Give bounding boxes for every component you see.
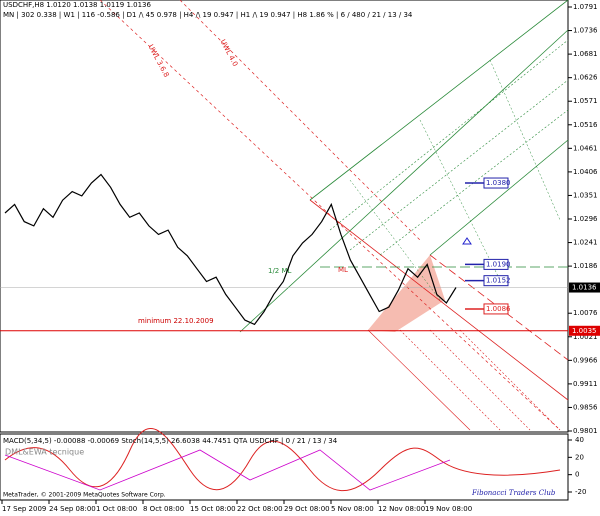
time-label: 5 Nov 08:00 [331,505,374,513]
price-tick-label: 1.0681 [573,50,598,58]
price-tick-label: 1.0791 [573,3,598,11]
stoch-line [4,428,561,492]
price-tick-label: 0.9911 [573,380,598,388]
green-fork-line [329,39,569,231]
indicator-tick-label: 0 [575,471,579,479]
level-label: 1.0086 [486,305,511,313]
minimum-label: minimum 22.10.2009 [138,317,214,325]
club-label: Fibonacci Traders Club [471,489,556,497]
price-tick-label: 1.0626 [573,74,598,82]
current-label: 1.0136 [572,284,597,292]
price-tick-label: 0.9856 [573,403,598,411]
green-fork-line [419,119,501,281]
price-tick-label: 0.9966 [573,356,598,364]
price-tick-label: 1.0186 [573,262,598,270]
time-label: 12 Nov 08:00 [378,505,425,513]
time-label: 17 Sep 2009 [2,505,46,513]
status-line: MN | 302 0.338 | W1 | 116 -0.586 | D1 /\… [3,11,413,19]
arrow-icon [462,237,472,245]
method-label: DML&EWA tecnique [5,448,84,457]
indicator-tick-label: 20 [575,453,584,461]
current-box [569,282,600,293]
time-label: 29 Oct 08:00 [284,505,330,513]
red-fork-line [399,329,501,431]
red-fork-line [179,0,421,241]
indicator-caption: MACD(5,34,5) -0.00088 -0.00069 Stoch(14,… [3,437,338,445]
green-fork-line [489,59,561,221]
ml-label: ML [338,266,348,274]
green-fork-line [429,139,569,256]
price-tick-label: 1.0241 [573,239,598,247]
indicator-tick-label: 40 [575,436,584,444]
red-fork-line [367,329,471,431]
green-fork-line [379,109,569,256]
time-label: 15 Oct 08:00 [190,505,236,513]
main-panel [0,0,569,433]
indicator-tick-label: -20 [575,488,586,496]
red-fork-line [459,329,561,431]
level-box [483,258,509,270]
price-tick-label: 0.9801 [573,427,598,435]
level-label: 1.0152 [486,277,511,285]
price-tick-label: 1.0296 [573,215,598,223]
time-label: 22 Oct 08:00 [237,505,283,513]
price-tick-label: 1.0406 [573,168,598,176]
price-tick-label: 1.0351 [573,191,598,199]
macd-line [4,449,451,491]
level-box [483,303,509,315]
price-tick-label: 1.0736 [573,27,598,35]
green-fork-line [349,179,441,301]
time-label: 1 Oct 08:00 [96,505,137,513]
symbol-line: USDCHF,H8 1.0120 1.0138 1.0119 1.0136 [3,1,151,9]
level-box [483,275,509,287]
time-label: 19 Nov 08:00 [425,505,472,513]
green-fork-line [239,29,569,333]
level-label: 1.0380 [486,179,511,187]
level-box [483,177,509,189]
green-fork-line [309,0,569,201]
support-label: 1.0035 [572,327,597,335]
price-tick-label: 1.0076 [573,309,598,317]
price-tick-label: 1.0461 [573,144,598,152]
support-box [569,325,600,336]
red-fork-line [429,329,531,431]
half-ml-label: 1/2 ML [268,267,292,275]
price-line [4,173,457,326]
time-label: 8 Oct 08:00 [143,505,184,513]
price-tick-label: 1.0021 [573,333,598,341]
time-label: 24 Sep 08:00 [49,505,96,513]
red-fork-line [309,199,569,401]
fork-shade [368,255,445,332]
copyright: MetaTrader, © 2001-2009 MetaQuotes Softw… [3,492,166,499]
level-label: 1.0190 [486,260,511,268]
price-tick-label: 1.0571 [573,97,598,105]
price-tick-label: 1.0516 [573,121,598,129]
